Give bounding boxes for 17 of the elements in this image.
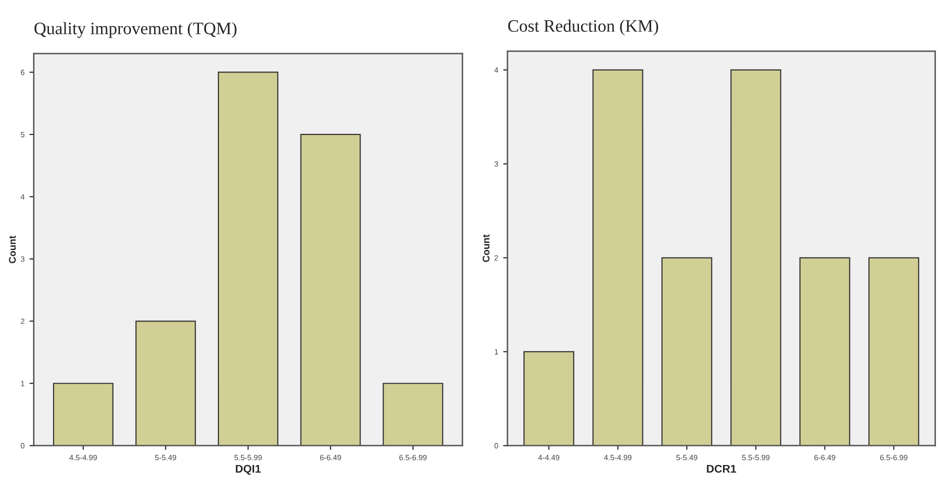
- x-axis-title: DQI1: [236, 464, 261, 475]
- x-axis-title: DCR1: [706, 464, 736, 473]
- y-axis-title: Count: [482, 234, 490, 262]
- chart-title: Quality improvement (TQM): [34, 22, 236, 38]
- bar: [730, 69, 782, 446]
- bar: [661, 257, 712, 446]
- chart-title: Cost Reduction (KM): [508, 20, 658, 36]
- bar: [53, 382, 114, 446]
- bar: [382, 382, 444, 446]
- y-axis-title: Count: [8, 236, 16, 264]
- bar: [523, 351, 574, 446]
- bar: [135, 320, 196, 446]
- bar: [300, 134, 361, 446]
- bar: [592, 69, 644, 446]
- bar: [799, 257, 850, 446]
- bar: [218, 72, 278, 446]
- bar: [868, 257, 920, 446]
